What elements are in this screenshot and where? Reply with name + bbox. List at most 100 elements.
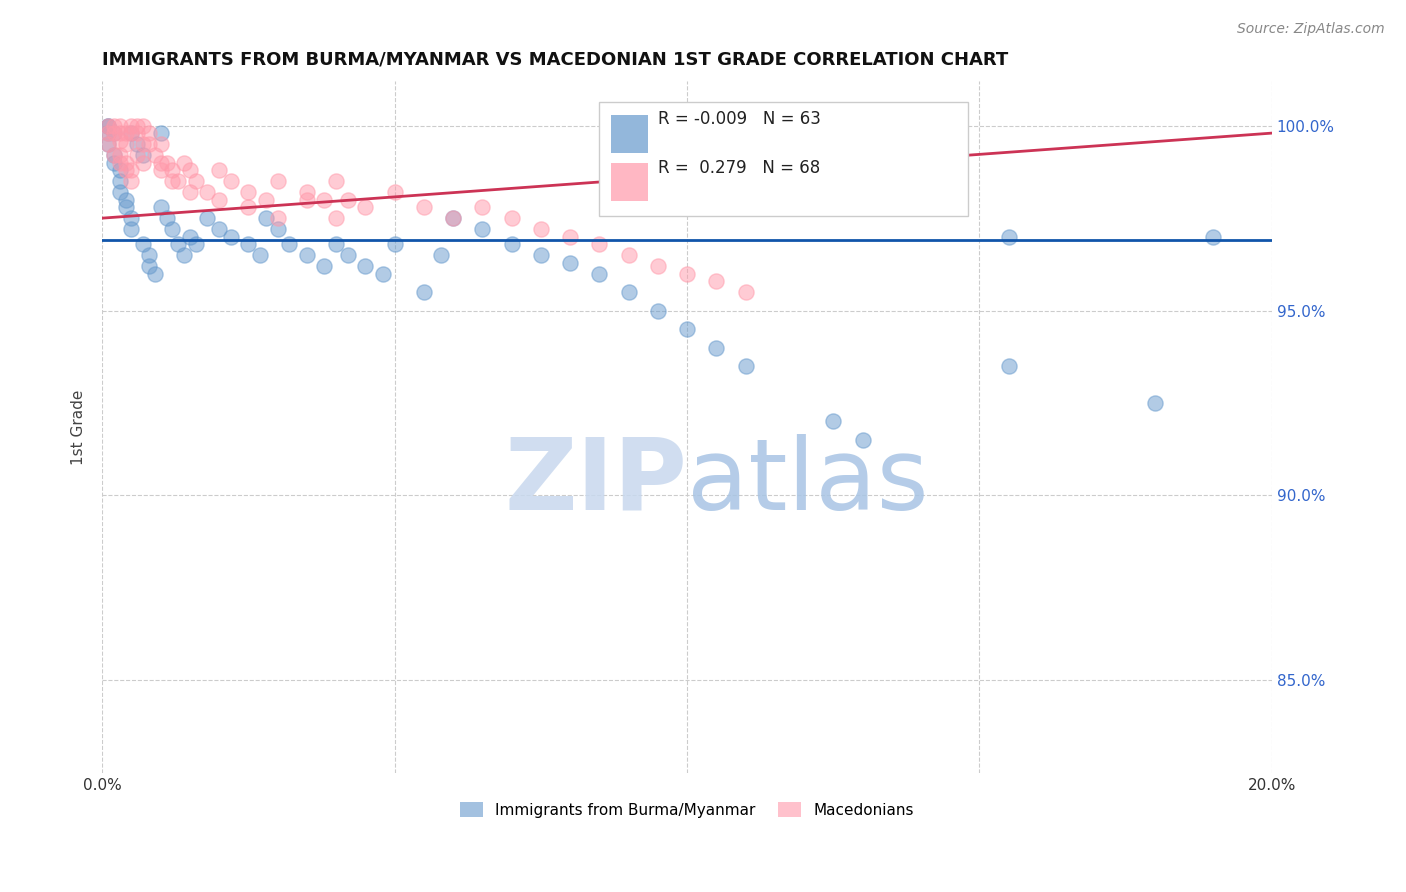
Point	[325, 237, 347, 252]
Point	[676, 322, 699, 336]
Point	[179, 229, 201, 244]
Point	[704, 341, 727, 355]
Text: R =  0.279   N = 68: R = 0.279 N = 68	[658, 159, 820, 177]
Point	[851, 433, 873, 447]
Point	[103, 126, 125, 140]
Point	[325, 174, 347, 188]
Point	[108, 155, 131, 169]
Point	[558, 229, 581, 244]
Point	[103, 148, 125, 162]
Point	[441, 211, 464, 226]
Point	[617, 248, 640, 262]
Point	[997, 359, 1019, 373]
Point	[97, 137, 120, 152]
Point	[471, 222, 494, 236]
Bar	[612, 114, 648, 153]
Text: atlas: atlas	[688, 434, 929, 531]
Point	[197, 186, 219, 200]
Point	[588, 237, 610, 252]
Point	[127, 126, 149, 140]
Point	[501, 211, 523, 226]
Text: Source: ZipAtlas.com: Source: ZipAtlas.com	[1237, 22, 1385, 37]
Point	[647, 259, 669, 273]
Point	[208, 193, 231, 207]
Point	[97, 119, 120, 133]
Point	[184, 237, 207, 252]
Point	[103, 119, 125, 133]
Point	[167, 174, 190, 188]
Point	[108, 148, 131, 162]
Legend: Immigrants from Burma/Myanmar, Macedonians: Immigrants from Burma/Myanmar, Macedonia…	[454, 796, 920, 824]
Point	[103, 155, 125, 169]
Point	[114, 193, 136, 207]
Point	[197, 211, 219, 226]
Point	[120, 174, 142, 188]
Point	[238, 186, 260, 200]
Point	[249, 248, 271, 262]
Point	[208, 163, 231, 178]
Point	[430, 248, 453, 262]
Point	[471, 200, 494, 214]
Point	[143, 267, 166, 281]
Point	[254, 211, 277, 226]
Point	[120, 126, 142, 140]
Point	[371, 267, 394, 281]
Point	[127, 148, 149, 162]
Point	[162, 174, 184, 188]
Point	[238, 200, 260, 214]
Point	[120, 222, 142, 236]
Point	[127, 137, 149, 152]
Point	[184, 174, 207, 188]
Point	[108, 119, 131, 133]
Point	[138, 126, 160, 140]
Point	[208, 222, 231, 236]
Point	[412, 200, 434, 214]
Point	[314, 259, 336, 273]
Point	[238, 237, 260, 252]
Point	[108, 174, 131, 188]
Point	[108, 126, 131, 140]
Point	[149, 137, 172, 152]
Point	[97, 137, 120, 152]
Point	[167, 237, 190, 252]
FancyBboxPatch shape	[599, 102, 967, 216]
Point	[97, 119, 120, 133]
Point	[734, 285, 756, 299]
Point	[266, 211, 288, 226]
Point	[997, 229, 1019, 244]
Point	[1202, 229, 1225, 244]
Point	[295, 186, 318, 200]
Point	[162, 163, 184, 178]
Point	[336, 248, 359, 262]
Point	[149, 126, 172, 140]
Point	[266, 222, 288, 236]
Point	[114, 163, 136, 178]
Point	[588, 267, 610, 281]
Point	[266, 174, 288, 188]
Point	[441, 211, 464, 226]
Point	[647, 303, 669, 318]
Point	[127, 119, 149, 133]
Point	[120, 126, 142, 140]
Point	[162, 222, 184, 236]
Point	[295, 248, 318, 262]
Text: ZIP: ZIP	[505, 434, 688, 531]
Point	[138, 248, 160, 262]
Point	[617, 285, 640, 299]
Point	[558, 255, 581, 269]
Point	[149, 155, 172, 169]
Point	[114, 126, 136, 140]
Point	[1143, 396, 1166, 410]
Point	[704, 274, 727, 288]
Point	[103, 148, 125, 162]
Point	[354, 200, 377, 214]
Point	[149, 200, 172, 214]
Point	[132, 137, 155, 152]
Point	[132, 237, 155, 252]
Point	[676, 267, 699, 281]
Point	[384, 237, 406, 252]
Point	[179, 163, 201, 178]
Point	[314, 193, 336, 207]
Point	[384, 186, 406, 200]
Point	[354, 259, 377, 273]
